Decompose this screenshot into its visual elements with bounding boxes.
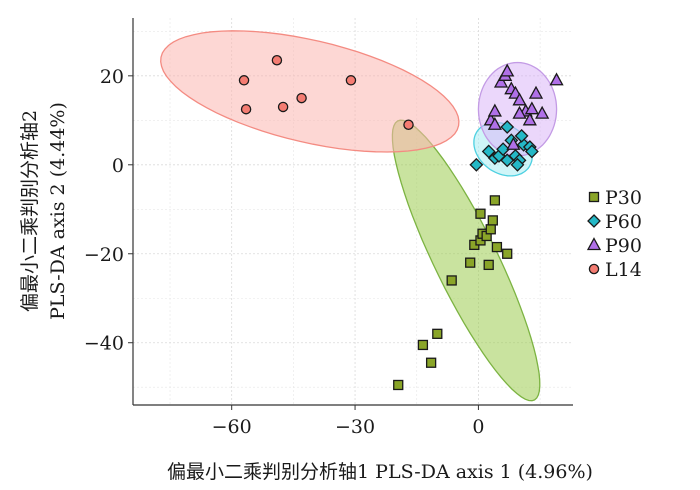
point-p90 bbox=[535, 105, 550, 119]
legend-label-p60: P60 bbox=[605, 211, 642, 233]
legend-label-p30: P30 bbox=[605, 187, 642, 209]
point-p30 bbox=[483, 259, 494, 271]
point-l14 bbox=[296, 92, 307, 104]
legend-key-p30 bbox=[588, 191, 600, 203]
point-l14 bbox=[238, 75, 250, 86]
point-p90 bbox=[512, 92, 527, 106]
y-tick-label: −40 bbox=[84, 333, 124, 355]
point-p90 bbox=[549, 72, 564, 86]
y-tick-label: 0 bbox=[112, 155, 124, 177]
point-p60 bbox=[514, 128, 529, 143]
point-p90 bbox=[522, 112, 537, 126]
point-p30 bbox=[489, 195, 501, 206]
legend-label-l14: L14 bbox=[605, 259, 642, 281]
point-p30 bbox=[432, 328, 443, 339]
x-tick-label: −60 bbox=[212, 416, 252, 438]
legend-key-p60 bbox=[587, 214, 601, 228]
point-l14 bbox=[403, 119, 414, 131]
point-p30 bbox=[491, 241, 503, 253]
point-p60 bbox=[469, 157, 484, 172]
point-p90 bbox=[528, 85, 544, 99]
y-tick-label: −20 bbox=[84, 244, 124, 266]
point-p30 bbox=[475, 208, 486, 219]
point-p60 bbox=[500, 120, 515, 134]
point-p30 bbox=[393, 379, 404, 391]
legend-key-l14 bbox=[588, 263, 600, 275]
point-l14 bbox=[345, 75, 357, 86]
x-axis-label: 偏最小二乘判别分析轴1 PLS-DA axis 1 (4.96%) bbox=[167, 461, 593, 483]
legend-label-p90: P90 bbox=[605, 235, 642, 257]
axes bbox=[132, 18, 573, 406]
point-p90 bbox=[512, 105, 527, 119]
point-p60 bbox=[500, 153, 515, 168]
point-p60 bbox=[524, 144, 539, 159]
ellipse-p90 bbox=[477, 61, 558, 157]
point-p60 bbox=[496, 142, 511, 157]
point-l14 bbox=[277, 101, 289, 113]
point-p30 bbox=[465, 257, 476, 268]
legend-key-p90 bbox=[586, 237, 602, 251]
data-points bbox=[238, 55, 564, 391]
point-p30 bbox=[446, 275, 457, 286]
point-l14 bbox=[271, 55, 283, 66]
ellipse-l14 bbox=[160, 30, 460, 153]
tick-marks-and-labels: −60 −30 0 −40 −20 0 20 bbox=[84, 66, 485, 438]
point-p30 bbox=[502, 248, 513, 259]
y-axis-label-line1: 偏最小二乘判别分析轴2 bbox=[19, 110, 41, 312]
point-p90 bbox=[506, 136, 521, 150]
point-p90 bbox=[487, 103, 502, 117]
point-p90 bbox=[493, 74, 509, 88]
point-p30 bbox=[425, 357, 437, 368]
point-p30 bbox=[485, 224, 496, 235]
point-p30 bbox=[417, 339, 429, 351]
point-p30 bbox=[487, 215, 498, 226]
y-axis-label: 偏最小二乘判别分析轴2 PLS-DA axis 2 (4.44%) bbox=[19, 102, 69, 320]
x-tick-label: 0 bbox=[472, 416, 484, 438]
point-p90 bbox=[500, 63, 515, 77]
point-p60 bbox=[510, 157, 525, 172]
point-p90 bbox=[524, 101, 539, 115]
point-l14 bbox=[240, 103, 252, 115]
y-axis-label-line2: PLS-DA axis 2 (4.44%) bbox=[47, 102, 69, 320]
x-tick-label: −30 bbox=[335, 416, 375, 438]
point-p90 bbox=[487, 116, 502, 130]
y-tick-label: 20 bbox=[100, 66, 124, 88]
